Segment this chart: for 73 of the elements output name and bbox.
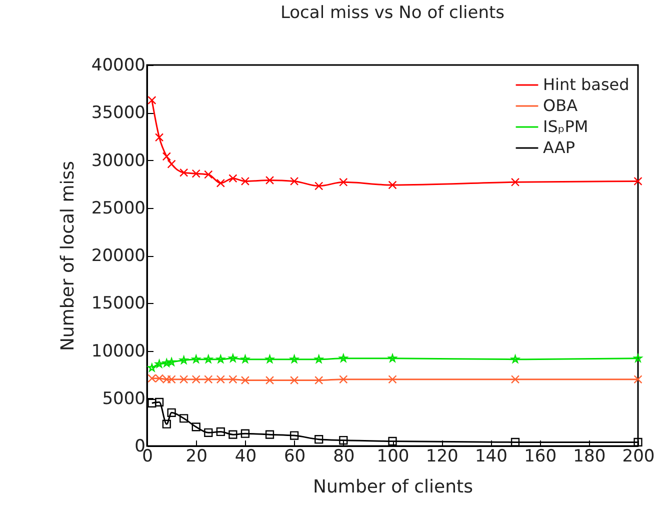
point xyxy=(216,178,225,188)
y-tick-label: 30000 xyxy=(91,150,146,171)
x-tick-label: 180 xyxy=(573,446,606,466)
point xyxy=(314,182,324,190)
point xyxy=(388,180,397,190)
y-tick-label: 5000 xyxy=(102,388,146,409)
legend-label: Hint based xyxy=(543,75,630,94)
y-axis-title: Number of local miss xyxy=(57,160,78,352)
point xyxy=(228,430,238,439)
x-tick-label: 20 xyxy=(186,446,208,466)
point xyxy=(204,428,213,437)
point xyxy=(265,176,274,185)
point xyxy=(265,376,274,385)
x-tick-label: 160 xyxy=(524,446,557,466)
x-axis-title: Number of clients xyxy=(313,476,473,498)
x-tick-label: 40 xyxy=(234,446,257,466)
point xyxy=(228,375,238,384)
point xyxy=(192,375,200,384)
point xyxy=(634,176,642,186)
legend-label: ISₚPM xyxy=(543,117,588,136)
point xyxy=(204,170,213,179)
point xyxy=(154,398,164,406)
point xyxy=(167,160,176,168)
point xyxy=(204,375,213,384)
point xyxy=(148,96,156,105)
y-tick-label: 40000 xyxy=(91,56,146,76)
point xyxy=(290,431,299,440)
x-tick-label: 140 xyxy=(474,446,508,466)
point xyxy=(510,375,520,384)
point xyxy=(510,178,520,186)
point xyxy=(216,375,225,384)
point xyxy=(634,375,642,384)
point xyxy=(228,174,238,183)
point xyxy=(388,436,397,446)
point xyxy=(339,178,348,186)
point xyxy=(314,435,324,444)
point xyxy=(290,176,299,186)
x-tick-label: 120 xyxy=(426,446,458,466)
point xyxy=(167,408,176,417)
legend-label: AAP xyxy=(543,138,576,157)
point xyxy=(192,422,200,432)
point xyxy=(240,429,250,438)
point xyxy=(216,427,225,436)
point xyxy=(155,360,164,368)
x-tick-label: 200 xyxy=(622,446,655,466)
y-tick-label: 20000 xyxy=(91,246,146,266)
x-tick-label: 60 xyxy=(284,446,306,466)
point xyxy=(154,133,164,142)
point xyxy=(388,375,397,384)
point xyxy=(167,358,176,366)
point xyxy=(339,436,348,445)
chart-title: Local miss vs No of clients xyxy=(280,3,505,23)
point xyxy=(162,152,171,161)
point xyxy=(240,176,250,186)
point xyxy=(339,375,348,384)
point xyxy=(180,168,188,177)
y-tick-label: 35000 xyxy=(91,103,146,124)
legend-label: OBA xyxy=(543,96,578,115)
y-tick-label: 10000 xyxy=(91,341,146,362)
point xyxy=(148,398,156,408)
point xyxy=(192,169,200,178)
y-tick-label: 15000 xyxy=(91,294,146,314)
point xyxy=(510,438,520,446)
point xyxy=(162,420,171,428)
x-tick-label: 100 xyxy=(376,446,410,466)
point xyxy=(180,414,188,423)
x-tick-label: 80 xyxy=(333,446,355,466)
point xyxy=(180,375,188,384)
y-tick-label: 25000 xyxy=(91,198,146,218)
point xyxy=(290,376,299,385)
point xyxy=(314,376,324,385)
point xyxy=(265,430,274,439)
point xyxy=(240,376,250,385)
